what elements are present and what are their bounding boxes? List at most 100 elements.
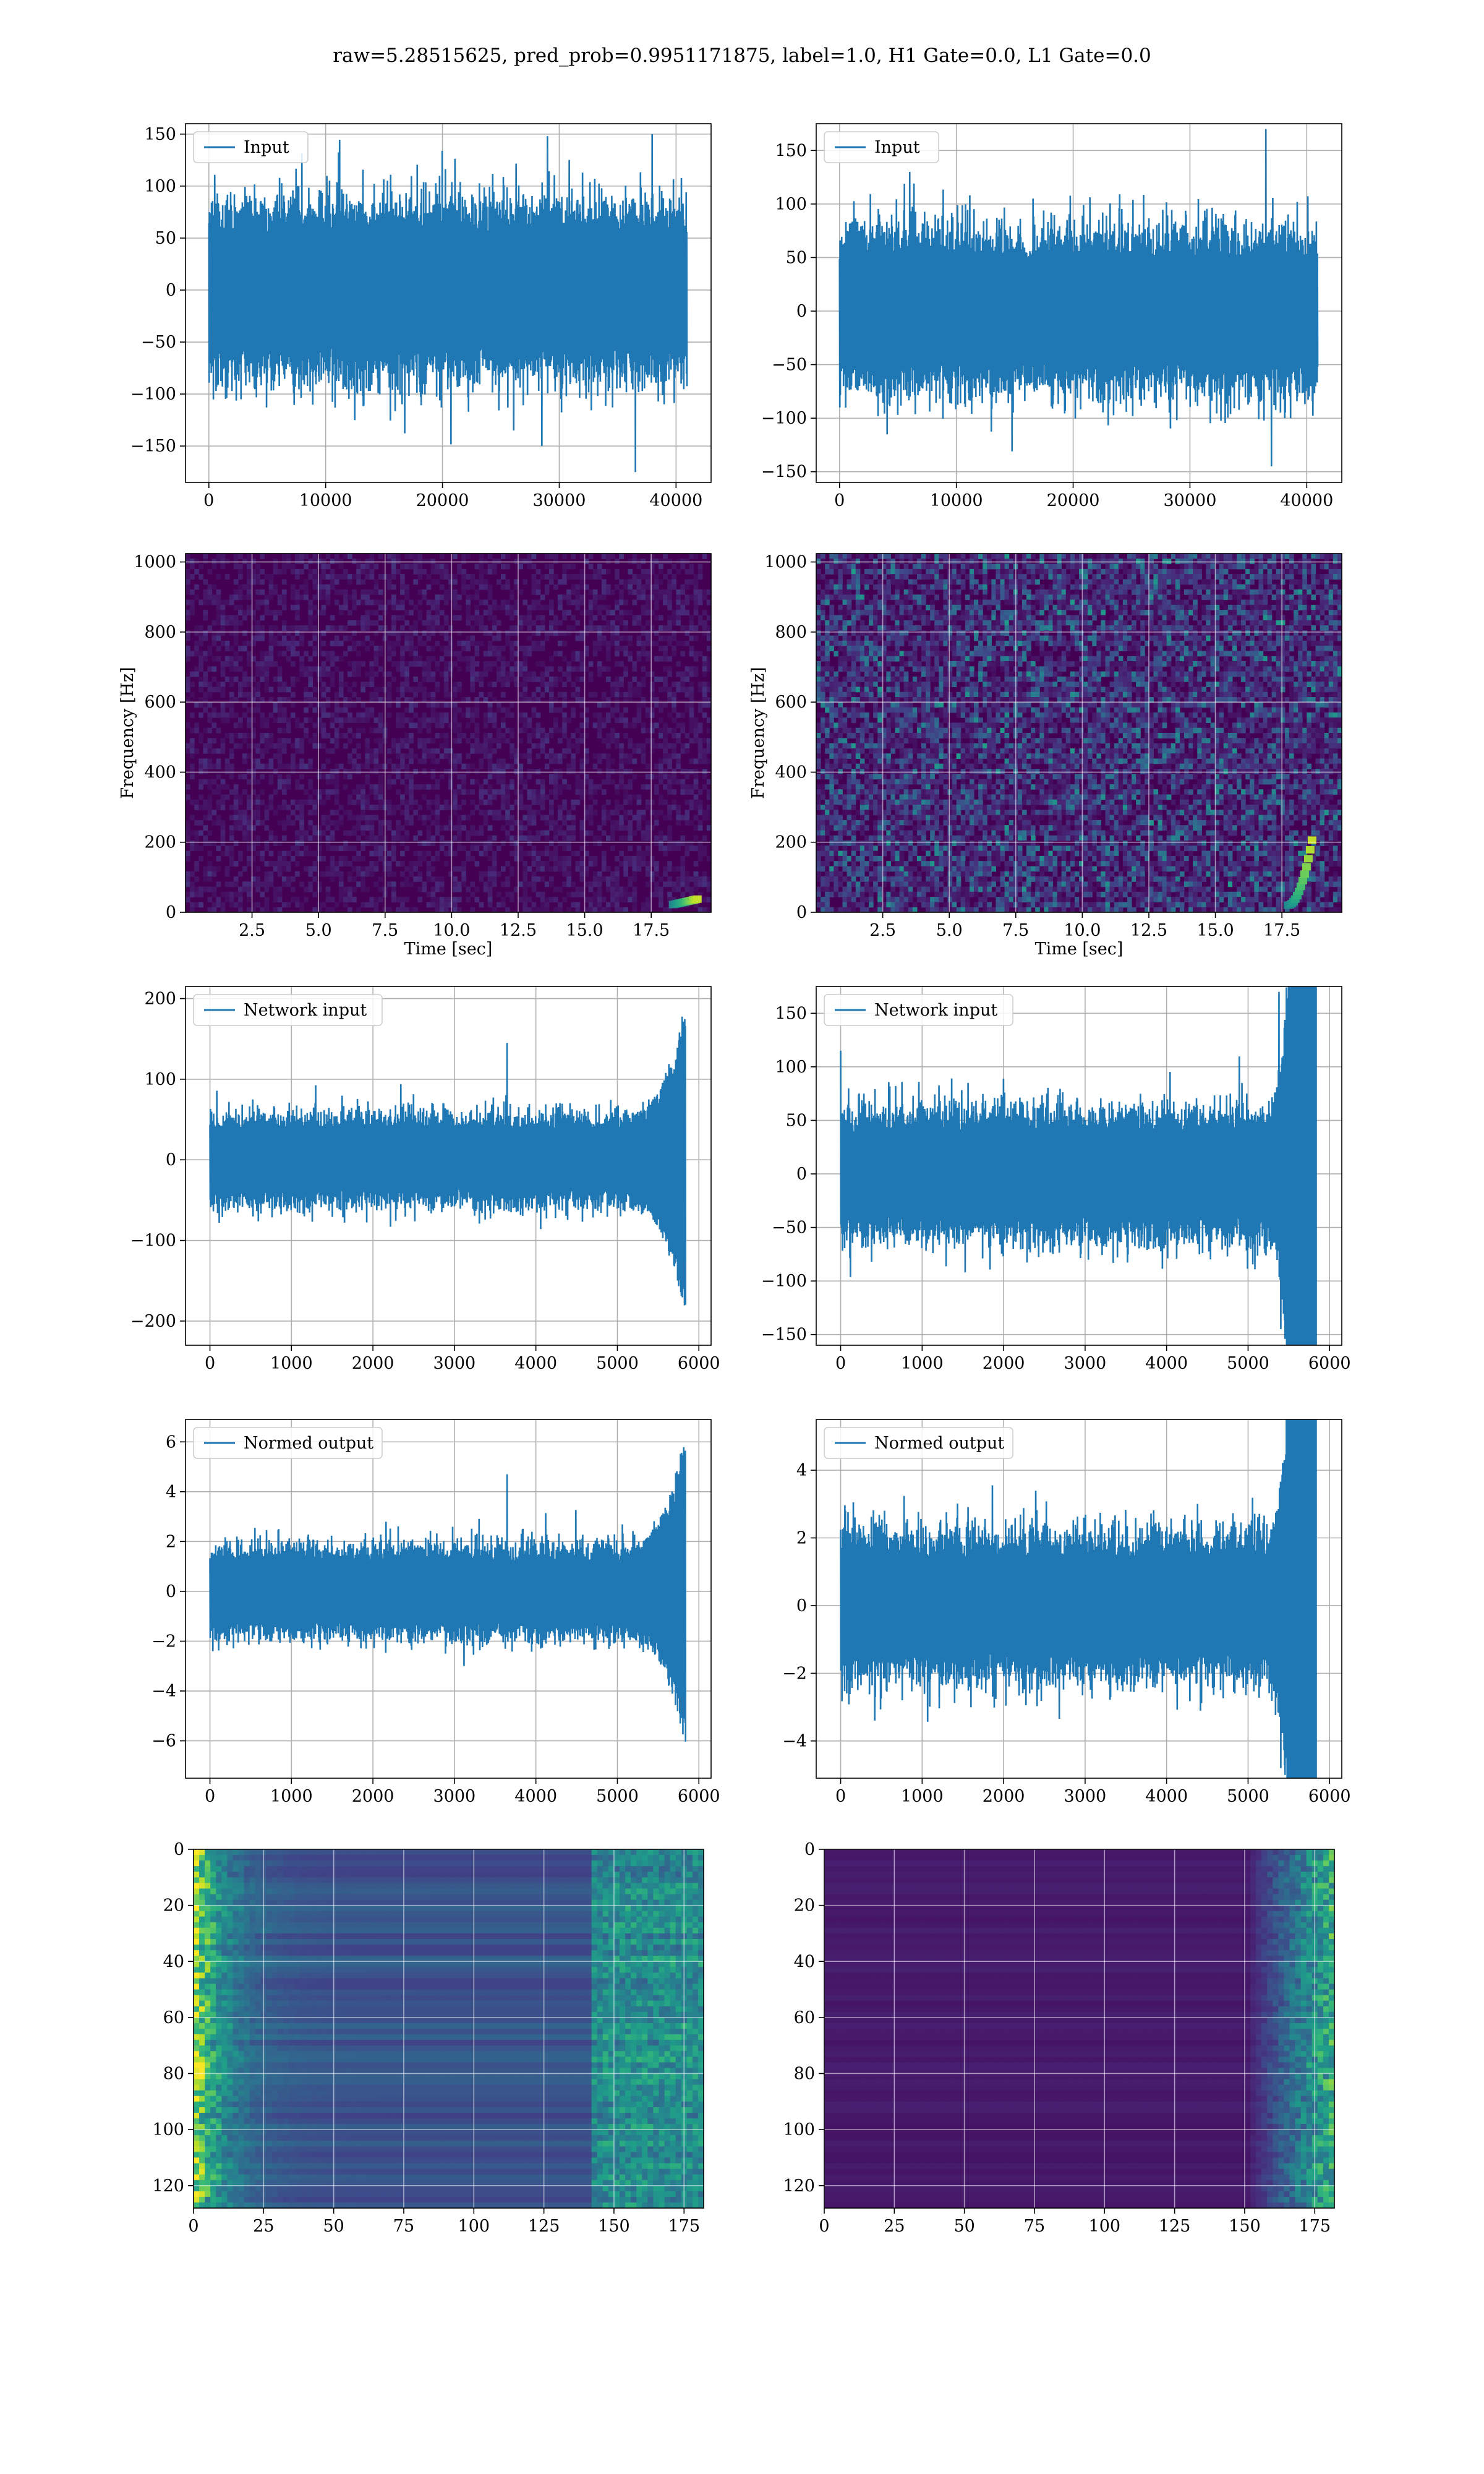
feature-map-h1-xtick-label: 100: [458, 2217, 490, 2236]
spectrogram-l1-ytick-label: 200: [775, 833, 807, 852]
spectrogram-l1-hotspot: [1305, 845, 1315, 854]
network-input-l1-xtick-label: 3000: [1064, 1354, 1107, 1373]
normed-output-l1-series-core: [840, 1567, 1317, 1644]
feature-map-h1-ytick-label: 60: [163, 2008, 184, 2027]
spectrogram-l1-xlabel: Time [sec]: [1035, 940, 1124, 959]
spectrogram-l1-hotspot: [1307, 836, 1316, 844]
network-input-l1-xtick-label: 1000: [901, 1354, 944, 1373]
input-h1-ytick-label: −100: [130, 385, 176, 404]
input-l1-series-core: [839, 263, 1318, 359]
feature-map-l1-xtick-label: 75: [1024, 2217, 1045, 2236]
normed-output-h1-ytick-label: −2: [151, 1632, 176, 1651]
network-input-l1-legend-label: Network input: [874, 1001, 997, 1020]
feature-map-h1-xtick-label: 75: [393, 2217, 414, 2236]
spectrogram-l1-hotspot: [1302, 863, 1311, 871]
spectrogram-l1-xtick-label: 12.5: [1130, 921, 1167, 940]
feature-map-l1-xtick-label: 150: [1229, 2217, 1261, 2236]
normed-output-l1-xtick-label: 4000: [1145, 1787, 1188, 1806]
network-input-h1-ytick-label: 0: [166, 1150, 176, 1170]
normed-output-l1-ytick-label: −4: [782, 1732, 807, 1751]
input-h1-ytick-label: 50: [155, 229, 176, 248]
feature-map-l1-ytick-label: 20: [794, 1896, 815, 1915]
network-input-l1-ytick-label: 50: [786, 1111, 807, 1130]
spectrogram-l1-hotspot: [1303, 855, 1313, 863]
spectrogram-h1-xtick-label: 17.5: [633, 921, 670, 940]
input-h1-legend: Input: [193, 131, 309, 163]
input-l1-ytick-label: 0: [796, 302, 807, 321]
spectrogram-l1-xtick-label: 15.0: [1197, 921, 1234, 940]
spectrogram-h1-image: [186, 554, 711, 912]
network-input-l1-ytick-label: −150: [761, 1325, 807, 1345]
spectrogram-h1-xtick-label: 10.0: [433, 921, 470, 940]
spectrogram-l1-frame: [816, 553, 1342, 913]
feature-map-l1-ytick-label: 60: [794, 2008, 815, 2027]
normed-output-l1-ytick-label: 0: [796, 1596, 807, 1616]
network-input-h1-ytick-label: −100: [130, 1231, 176, 1251]
network-input-l1-xtick-label: 5000: [1227, 1354, 1269, 1373]
input-l1-xtick-label: 20000: [1047, 491, 1100, 510]
normed-output-l1-panel: Normed output 0 1000 2000 3000 4000 5000 6000 −4…: [782, 1419, 1351, 1806]
feature-map-l1-image: [824, 1849, 1334, 2208]
feature-map-h1-xtick-label: 0: [188, 2217, 198, 2236]
normed-output-h1-xtick-label: 2000: [352, 1787, 394, 1806]
feature-map-h1-ytick-label: 40: [163, 1952, 184, 1971]
input-h1-ytick-label: 100: [144, 177, 176, 196]
spectrogram-h1-ytick-label: 800: [144, 623, 176, 642]
input-l1-ytick-label: −100: [761, 409, 807, 428]
network-input-l1-xtick-label: 2000: [983, 1354, 1025, 1373]
spectrogram-h1-ytick-label: 1000: [134, 553, 176, 572]
normed-output-l1-ytick-label: −2: [782, 1664, 807, 1683]
feature-map-h1-ytick-label: 120: [152, 2177, 184, 2196]
normed-output-l1-xtick-label: 0: [835, 1787, 846, 1806]
network-input-l1-legend: Network input: [824, 994, 1013, 1026]
network-input-h1-xtick-label: 4000: [514, 1354, 557, 1373]
input-h1-xtick-label: 0: [203, 491, 214, 510]
network-input-l1-xtick-label: 0: [835, 1354, 846, 1373]
network-input-l1-ytick-label: 100: [775, 1058, 807, 1077]
spectrogram-l1-hotspot: [1298, 876, 1307, 884]
normed-output-l1-legend-label: Normed output: [874, 1434, 1004, 1453]
spectrogram-l1-ytick-label: 0: [796, 903, 807, 922]
spectrogram-l1-ytick-label: 600: [775, 693, 807, 712]
spectrogram-l1-xtick-label: 7.5: [1002, 921, 1029, 940]
input-l1-frame: [816, 123, 1342, 483]
network-input-h1-xtick-label: 1000: [270, 1354, 313, 1373]
input-l1-ytick-label: 150: [775, 141, 807, 160]
feature-map-l1-xtick-label: 25: [884, 2217, 905, 2236]
feature-map-l1-ytick-label: 80: [794, 2065, 815, 2084]
feature-map-h1-xtick-label: 125: [528, 2217, 560, 2236]
normed-output-h1-ytick-label: 4: [166, 1483, 176, 1502]
input-l1-xtick-label: 0: [834, 491, 845, 510]
input-l1-ytick-label: −150: [761, 463, 807, 482]
input-h1-xtick-label: 30000: [532, 491, 586, 510]
input-h1-ytick-label: 150: [144, 125, 176, 144]
network-input-h1-xtick-label: 6000: [678, 1354, 720, 1373]
feature-map-l1-xtick-label: 50: [953, 2217, 974, 2236]
input-l1-panel: Input 0 10000 20000 30000 40000 −150 −100 −50 0 50…: [761, 123, 1342, 510]
feature-map-l1-ytick-label: 120: [783, 2177, 815, 2196]
input-l1-xtick-label: 30000: [1163, 491, 1216, 510]
spectrogram-h1-ytick-label: 0: [166, 903, 176, 922]
feature-map-h1-ytick-label: 0: [174, 1840, 184, 1859]
network-input-l1-ytick-label: 0: [796, 1165, 807, 1184]
network-input-l1-ytick-label: −100: [761, 1272, 807, 1291]
spectrogram-h1-xtick-label: 2.5: [239, 921, 265, 940]
feature-map-l1-xtick-label: 175: [1298, 2217, 1331, 2236]
normed-output-l1-xtick-label: 5000: [1227, 1787, 1269, 1806]
network-input-l1-series-core: [840, 1139, 1317, 1209]
normed-output-h1-xtick-label: 0: [205, 1787, 215, 1806]
feature-map-h1-image: [194, 1849, 704, 2208]
feature-map-l1-frame: [824, 1849, 1335, 2209]
network-input-h1-xtick-label: 0: [205, 1354, 215, 1373]
spectrogram-l1-xtick-label: 17.5: [1263, 921, 1300, 940]
normed-output-l1-legend: Normed output: [824, 1427, 1013, 1459]
feature-map-h1-ytick-label: 20: [163, 1896, 184, 1915]
spectrogram-h1-xlabel: Time [sec]: [404, 940, 493, 959]
normed-output-h1-xtick-label: 4000: [514, 1787, 557, 1806]
network-input-h1-xtick-label: 2000: [352, 1354, 394, 1373]
normed-output-h1-ytick-label: −6: [151, 1732, 176, 1751]
normed-output-h1-xtick-label: 6000: [678, 1787, 720, 1806]
input-h1-xtick-label: 10000: [299, 491, 352, 510]
normed-output-h1-ytick-label: 6: [166, 1432, 176, 1452]
